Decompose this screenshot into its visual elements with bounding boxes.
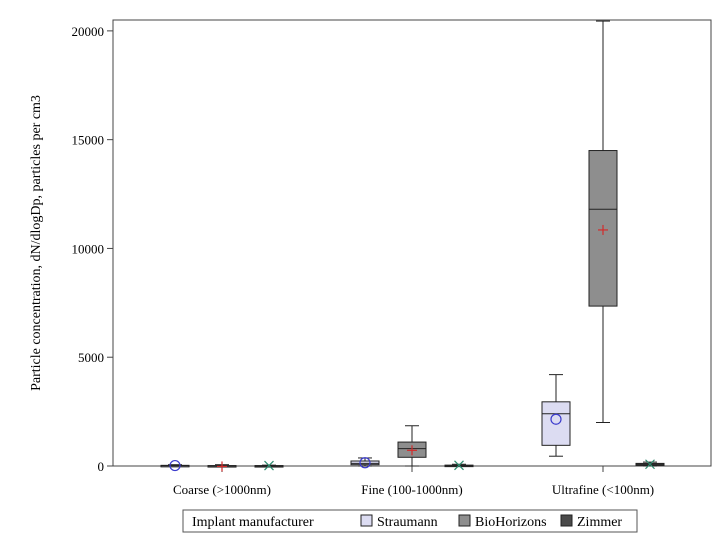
mean-marker-x xyxy=(645,459,655,470)
legend-label-biohorizons: BioHorizons xyxy=(475,515,547,530)
mean-marker-circle xyxy=(359,457,371,469)
mean-marker-x-b xyxy=(264,460,274,471)
legend-swatch-straumann xyxy=(360,514,373,527)
box xyxy=(350,460,380,466)
legend-label-zimmer: Zimmer xyxy=(577,515,622,530)
legend-swatch-zimmer xyxy=(560,514,573,527)
series-layer xyxy=(160,20,665,472)
legend-label-straumann: Straumann xyxy=(377,515,438,530)
mean-marker-circle xyxy=(169,459,181,472)
box xyxy=(541,401,571,446)
y-axis-label: Particle concentration, dN/dlogDp, parti… xyxy=(29,95,44,391)
y-tick-label: 5000 xyxy=(78,350,104,365)
y-tick-label: 0 xyxy=(98,459,105,474)
legend: Implant manufacturer Straumann BioHorizon… xyxy=(182,509,638,533)
mean-marker-x xyxy=(264,460,274,471)
mean-marker-circle xyxy=(550,413,562,425)
mean-marker-plus xyxy=(598,224,608,235)
plot-area xyxy=(112,19,712,467)
series-zimmer xyxy=(254,459,665,471)
mean-marker-x-b xyxy=(645,459,655,470)
y-axis: 0 5000 10000 15000 20000 xyxy=(72,24,113,474)
mean-marker-plus xyxy=(407,445,417,456)
series-biohorizons xyxy=(207,20,618,472)
x-tick-label: Fine (100-1000nm) xyxy=(361,482,462,497)
legend-title: Implant manufacturer xyxy=(192,515,314,530)
x-tick-label: Ultrafine (<100nm) xyxy=(552,482,654,497)
y-tick-label: 20000 xyxy=(72,24,105,39)
mean-marker-x-b xyxy=(454,460,464,471)
mean-marker-x xyxy=(454,460,464,471)
x-axis: Coarse (>1000nm) Fine (100-1000nm) Ultrafi… xyxy=(173,466,654,497)
legend-frame xyxy=(182,509,638,533)
y-tick-label: 15000 xyxy=(72,133,105,148)
legend-swatch-biohorizons xyxy=(458,514,471,527)
series-straumann xyxy=(160,374,571,472)
y-tick-label: 10000 xyxy=(72,241,105,256)
x-tick-label: Coarse (>1000nm) xyxy=(173,482,271,497)
mean-marker-plus xyxy=(217,461,227,472)
plot-frame xyxy=(112,19,712,467)
